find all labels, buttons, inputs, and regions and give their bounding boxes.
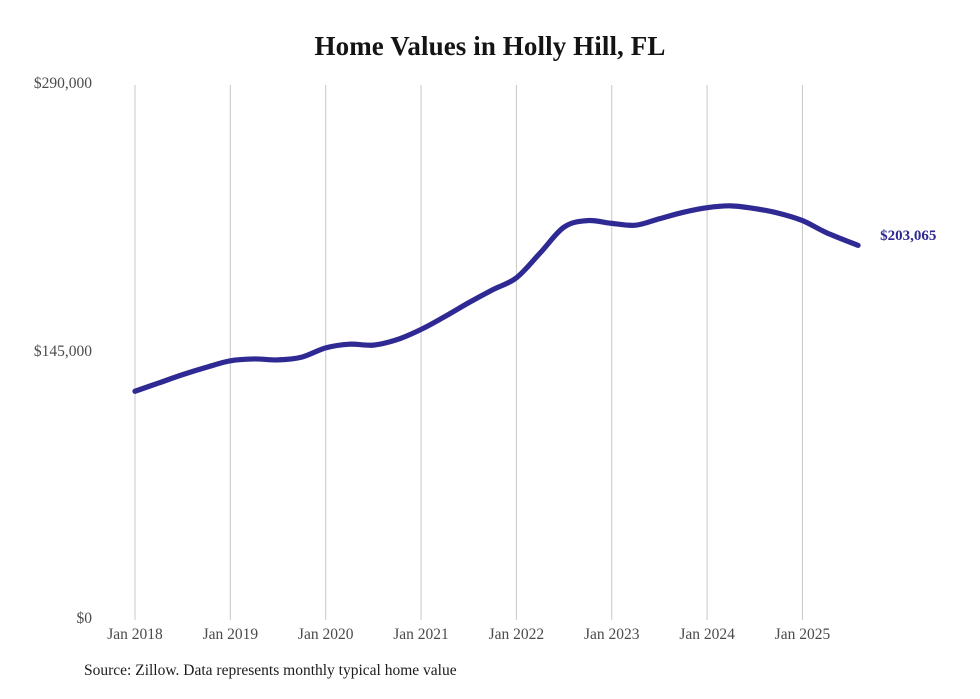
page-title: Home Values in Holly Hill, FL bbox=[314, 31, 666, 61]
x-tick-label-7: Jan 2025 bbox=[774, 626, 831, 643]
gridlines bbox=[134, 85, 804, 620]
x-tick-label-0: Jan 2018 bbox=[107, 626, 163, 643]
y-tick-label-0: $290,000 bbox=[33, 75, 92, 92]
y-tick-label-2: $0 bbox=[76, 610, 93, 627]
end-value-label: $203,065 bbox=[880, 228, 937, 245]
value-line bbox=[132, 203, 861, 394]
x-tick-label-1: Jan 2019 bbox=[202, 626, 259, 643]
x-tick-label-3: Jan 2021 bbox=[393, 626, 449, 643]
x-tick-label-4: Jan 2022 bbox=[488, 626, 545, 643]
x-tick-label-2: Jan 2020 bbox=[297, 626, 354, 643]
y-tick-label-1: $145,000 bbox=[33, 342, 92, 360]
source-note: Source: Zillow. Data represents monthly … bbox=[84, 662, 457, 679]
x-tick-label-5: Jan 2023 bbox=[583, 626, 640, 643]
x-tick-label-6: Jan 2024 bbox=[679, 626, 735, 643]
